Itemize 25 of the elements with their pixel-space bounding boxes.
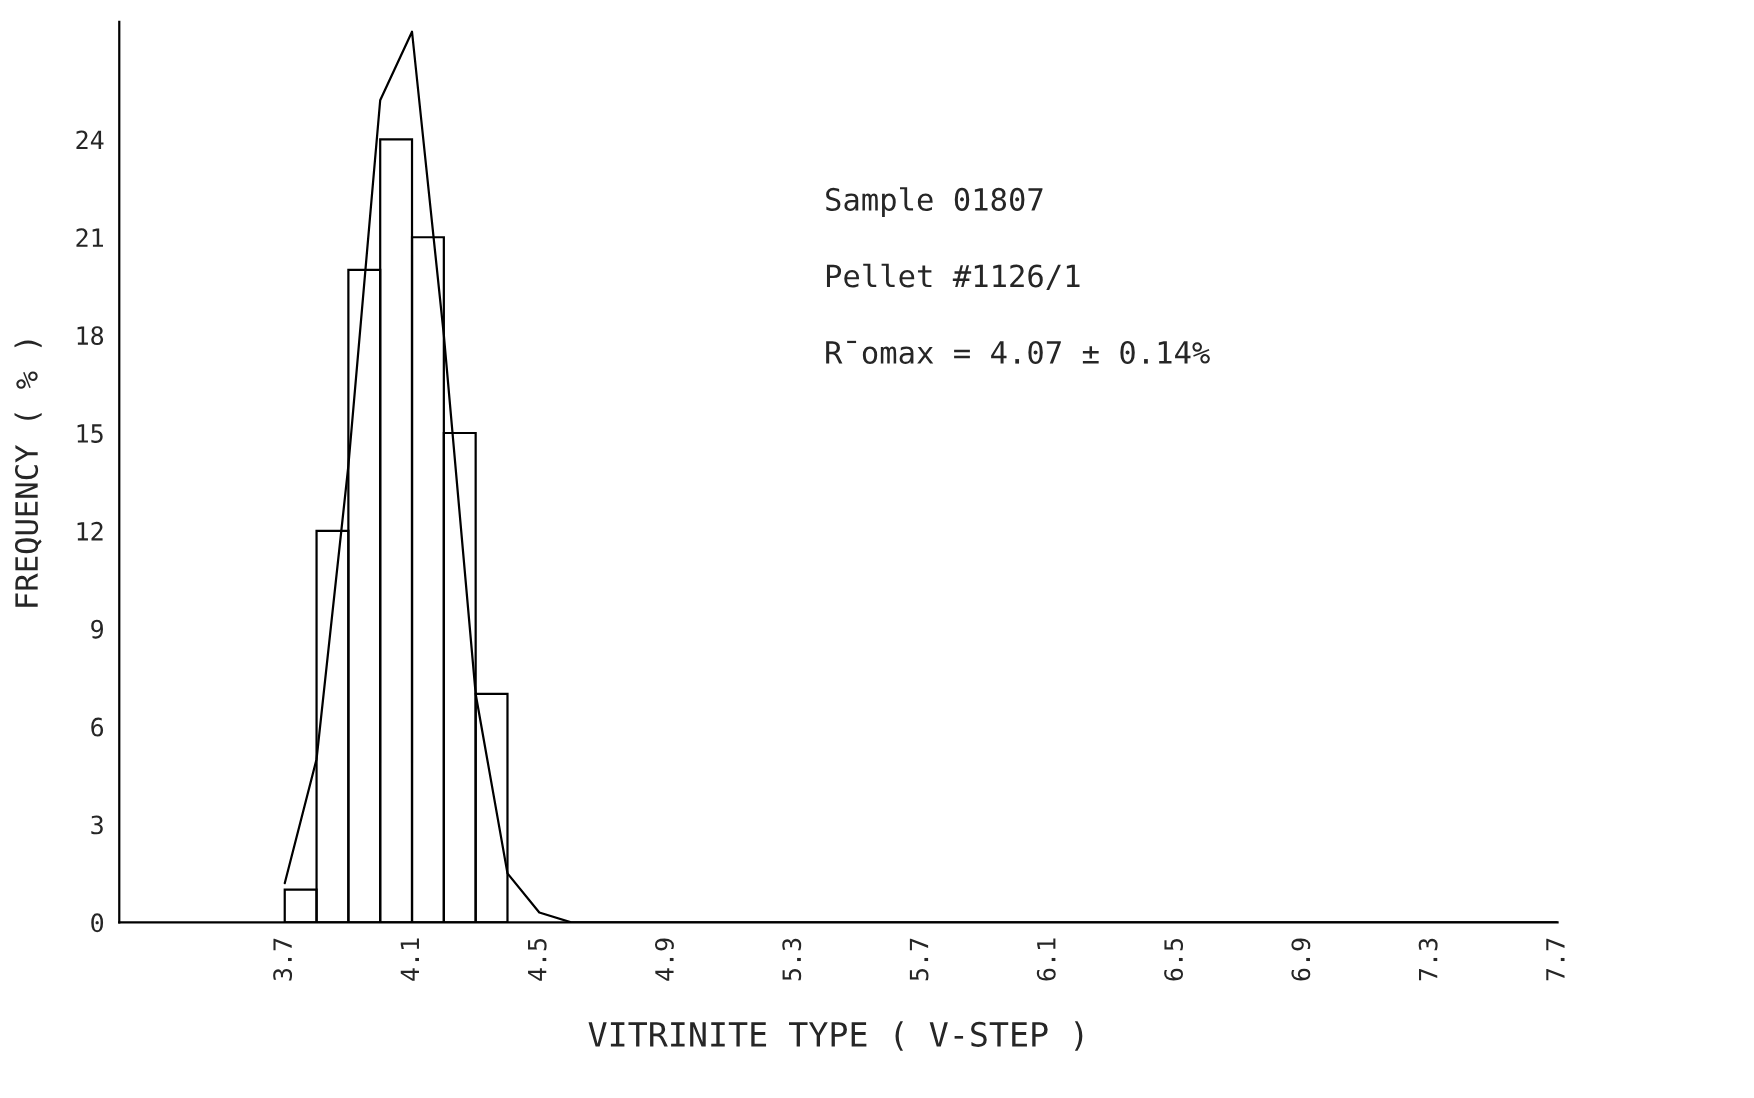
y-tick-label: 24 (76, 130, 104, 149)
y-tick-label: 0 (91, 913, 104, 933)
y-tick-label: 18 (77, 326, 104, 346)
y-tick-label: 3 (91, 815, 103, 835)
annotation: R̄omax = 4.07 ± 0.14% (826, 340, 1210, 365)
x-tick-label: 4.5 (528, 938, 547, 981)
x-tick-label: 5.3 (782, 938, 802, 981)
y-tick-label: 15 (77, 424, 103, 443)
x-axis-title: VITRINITE TYPE ( V-STEP ) (588, 1021, 1083, 1051)
x-tick-label: 5.7 (909, 938, 929, 981)
y-tick-label: 9 (91, 619, 103, 639)
annotation: Pellet #1126/1 (826, 263, 1080, 290)
x-tick-label: 4.9 (654, 938, 674, 981)
y-axis-title: FREQUENCY ( % ) (14, 340, 42, 607)
y-tick-label: 6 (91, 717, 104, 737)
annotation: Sample 01807 (826, 187, 1043, 217)
x-tick-label: 4.1 (400, 938, 419, 981)
x-tick-label: 6.9 (1291, 938, 1311, 981)
x-tick-label: 6.5 (1164, 938, 1184, 981)
x-tick-label: 7.7 (1546, 938, 1565, 981)
y-tick-label: 21 (76, 228, 103, 247)
x-tick-label: 7.3 (1418, 938, 1438, 981)
y-tick-label: 12 (77, 521, 103, 541)
x-tick-label: 3.7 (273, 938, 293, 981)
x-tick-label: 6.1 (1036, 938, 1056, 981)
